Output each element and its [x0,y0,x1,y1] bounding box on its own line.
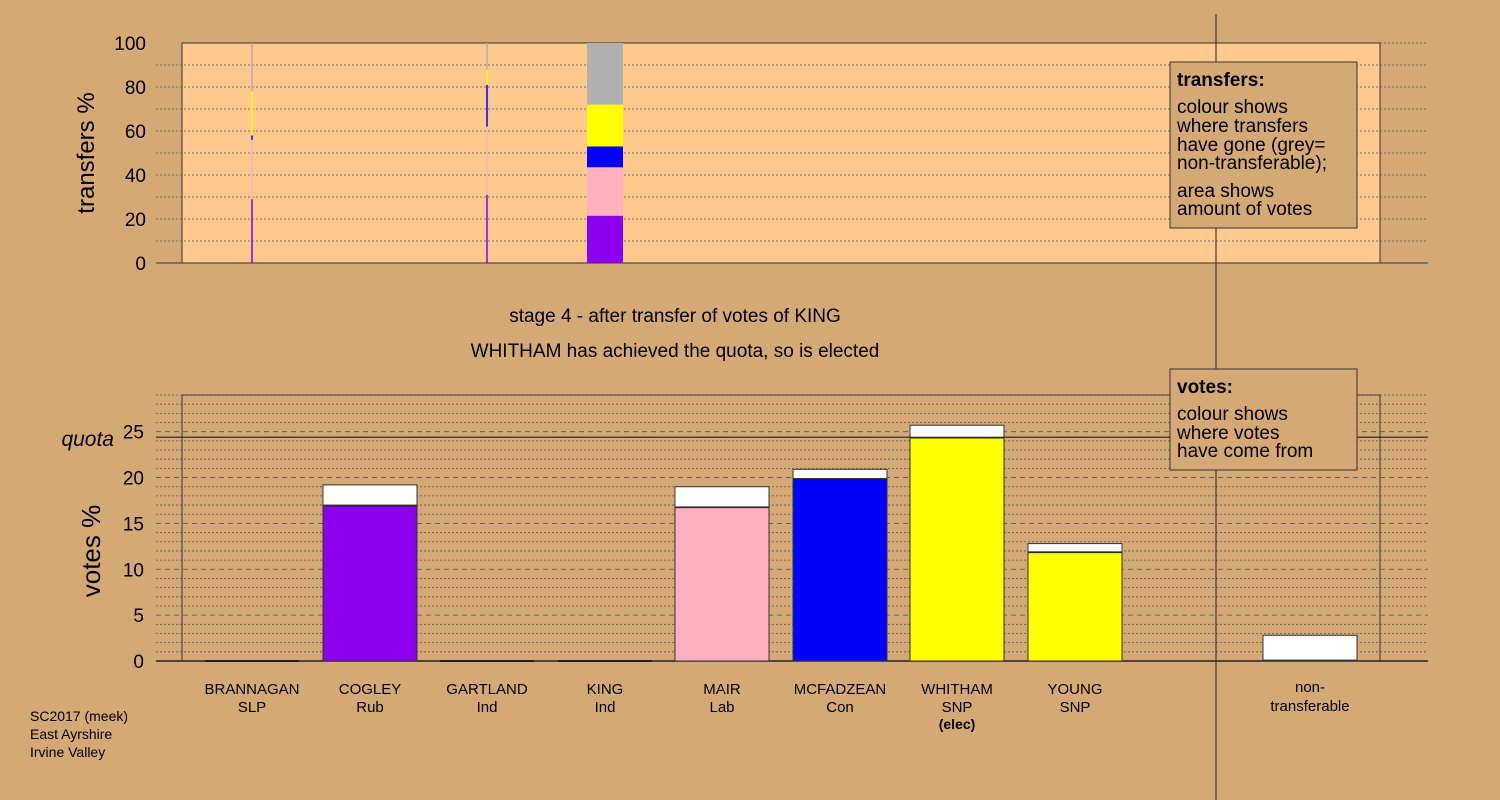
transferred-bar-mair [674,486,770,508]
transfer-segment-gartland [486,126,488,195]
transfer-segment-king [587,104,623,147]
candidate-party-label: Lab [709,699,734,716]
transferred-bar-young [1027,543,1123,553]
transfer-segment-king [587,43,623,105]
transfers-y-tick: 0 [135,254,146,275]
footer-line: East Ayrshire [30,726,112,742]
transfers-y-tick: 60 [125,122,146,143]
transfers-y-tick: 20 [125,210,146,231]
stage-title: stage 4 - after transfer of votes of KIN… [509,306,841,327]
transfers-legend-line: non-transferable); [1177,153,1327,174]
vote-bar-mcfadzean [792,477,888,662]
transfer-segment-king [587,215,623,263]
candidate-name-label: WHITHAM [921,681,993,698]
transfers-legend-line: amount of votes [1177,199,1312,220]
candidate-party-label: Ind [595,699,616,716]
transfers-bars [251,43,623,263]
votes-legend-box [1169,368,1358,471]
transfer-segment-brannagan [251,199,253,263]
transferred-bar-cogley [322,484,418,506]
candidate-name-label: MCFADZEAN [794,681,887,698]
transfer-segment-king [587,146,623,168]
votes-y-tick: 0 [133,652,144,673]
quota-label: quota [61,428,114,451]
elected-note: (elec) [939,716,976,732]
transfer-segment-gartland [486,69,488,85]
transfers-y-tick: 80 [125,78,146,99]
candidate-name-label: GARTLAND [446,681,528,698]
status-title: WHITHAM has achieved the quota, so is el… [471,341,880,362]
non-transferable-bar [1262,634,1358,661]
transfers-legend-line: have gone (grey= [1177,135,1325,156]
vote-bar-cogley [322,504,418,662]
votes-legend: votes: colour shows where votes have com… [1169,368,1358,471]
vote-bar-mair [674,506,770,662]
votes-y-axis-label: votes % [76,505,106,598]
candidate-party-label: SNP [942,699,973,716]
candidate-name-label: KING [587,681,624,698]
transfers-legend-line: colour shows [1177,97,1288,118]
candidate-name-label: MAIR [703,681,741,698]
votes-legend-line: colour shows [1177,404,1288,425]
votes-x-tick-labels: BRANNAGANSLPCOGLEYRubGARTLANDIndKINGIndM… [204,679,1349,732]
transfer-segment-brannagan [251,139,253,200]
votes-y-tick: 25 [123,423,144,444]
votes-y-tick: 10 [123,560,144,581]
candidate-party-label: Con [826,699,854,716]
transfers-legend-heading: transfers: [1177,70,1265,91]
transfers-y-tick: 40 [125,166,146,187]
footer-line: SC2017 (meek) [30,708,128,724]
votes-y-tick: 20 [123,469,144,490]
votes-bars [205,424,1358,662]
transferred-bar-whitham [909,424,1005,438]
transfers-legend-line: where transfers [1176,116,1308,137]
votes-legend-line: have come from [1177,441,1313,462]
transfer-segment-king [587,167,623,216]
transfer-segment-brannagan [251,91,253,136]
transfer-segment-gartland [486,194,488,263]
transfers-legend: transfers: colour shows where transfers … [1169,61,1358,229]
transfers-y-axis-label: transfers % [73,92,100,213]
candidate-name-label: COGLEY [339,681,402,698]
footer-line: Irvine Valley [30,744,105,760]
votes-legend-heading: votes: [1177,377,1233,398]
candidate-party-label: Rub [356,699,384,716]
candidate-name-label: BRANNAGAN [204,681,299,698]
candidate-party-label: SNP [1060,699,1091,716]
transfers-y-tick: 100 [114,34,146,55]
non-transferable-label: non- [1295,679,1325,696]
transfers-legend-line: area shows [1177,181,1274,202]
transfers-legend-box [1169,61,1358,229]
transfer-segment-brannagan [251,43,253,92]
transfer-segment-gartland [486,84,488,127]
vote-bar-young [1027,551,1123,662]
candidate-name-label: YOUNG [1047,681,1102,698]
transfers-y-tick-labels: 0 20 40 60 80 100 [114,34,146,275]
non-transferable-label: transferable [1270,698,1349,715]
candidate-party-label: Ind [477,699,498,716]
votes-y-tick-labels: 0 5 10 15 20 25 [123,423,144,673]
votes-legend-line: where votes [1176,423,1279,444]
transferred-bar-mcfadzean [792,468,888,479]
transfer-segment-gartland [486,43,488,70]
votes-y-tick: 15 [123,514,144,535]
votes-y-tick: 5 [133,606,144,627]
candidate-party-label: SLP [238,699,266,716]
transfer-segment-brannagan [251,135,253,140]
vote-bar-whitham [909,436,1005,662]
